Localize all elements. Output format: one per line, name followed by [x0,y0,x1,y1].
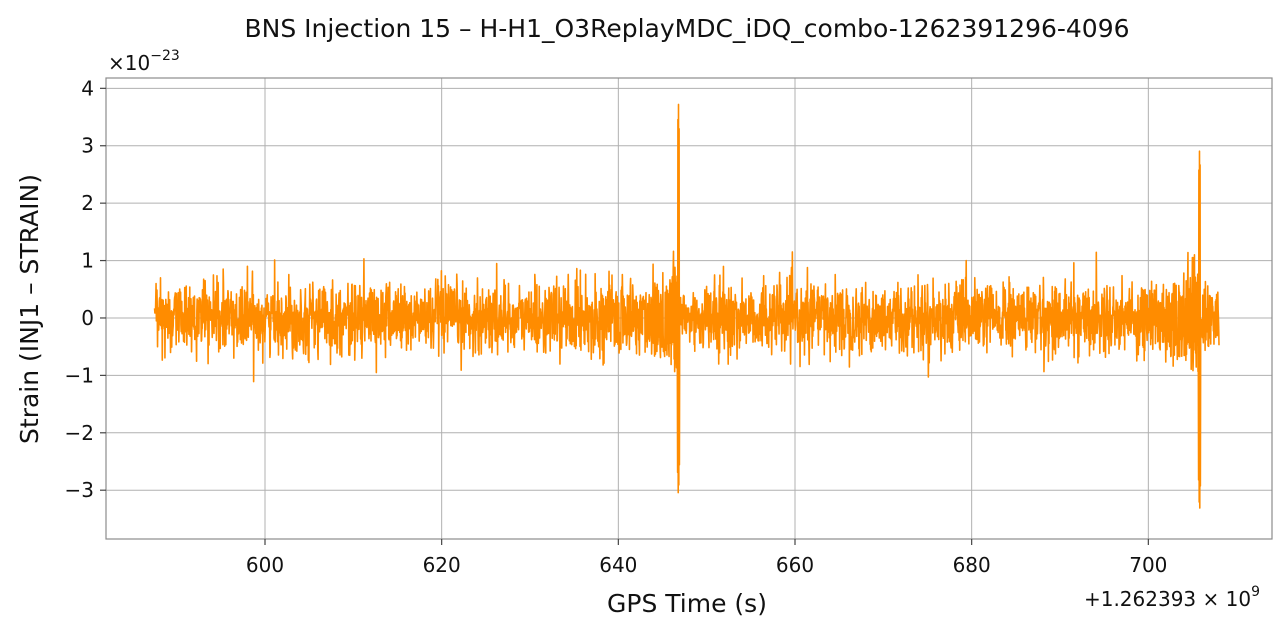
y-scale-exponent: −23 [150,48,180,64]
y-tick-label: −2 [65,421,94,445]
x-offset-label: +1.262393 × 109 [1084,584,1260,611]
y-tick-label: −1 [65,363,94,387]
y-tick-label: 4 [81,76,94,100]
x-tick-label: 600 [246,553,284,577]
y-tick-label: 3 [81,134,94,158]
x-offset-exponent: 9 [1251,584,1260,600]
x-axis-label: GPS Time (s) [607,589,767,618]
x-tick-label: 640 [599,553,637,577]
y-scale-base: ×10 [108,51,150,75]
x-tick-label: 620 [423,553,461,577]
chart-title: BNS Injection 15 – H-H1_O3ReplayMDC_iDQ_… [244,14,1129,43]
y-scale-multiplier: ×10−23 [108,48,180,75]
y-axis-label: Strain (INJ1 – STRAIN) [15,174,44,444]
y-axis: −3 −2 −1 0 1 2 3 4 [65,76,106,502]
x-tick-label: 700 [1129,553,1167,577]
x-tick-label: 680 [953,553,991,577]
x-tick-label: 660 [776,553,814,577]
plot-frame [105,77,1273,540]
y-tick-label: 0 [81,306,94,330]
x-offset-base: +1.262393 × 10 [1084,587,1251,611]
y-tick-label: 1 [81,249,94,273]
y-tick-label: 2 [81,191,94,215]
series-line [153,103,1220,509]
x-axis: 600 620 640 660 680 700 [246,539,1167,577]
series-layer [153,103,1220,509]
y-tick-label: −3 [65,478,94,502]
